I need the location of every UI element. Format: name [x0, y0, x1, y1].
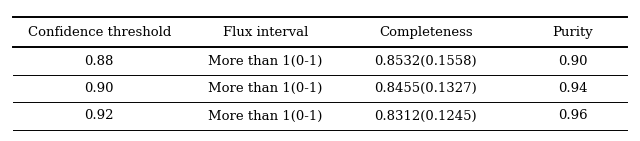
Text: 0.88: 0.88: [84, 55, 114, 68]
Text: 0.94: 0.94: [558, 82, 588, 95]
Text: More than 1(0-1): More than 1(0-1): [209, 82, 323, 95]
Text: 0.8312(0.1245): 0.8312(0.1245): [374, 110, 477, 123]
Text: More than 1(0-1): More than 1(0-1): [209, 55, 323, 68]
Text: 0.90: 0.90: [558, 55, 588, 68]
Text: 0.8532(0.1558): 0.8532(0.1558): [374, 55, 477, 68]
Text: 0.96: 0.96: [558, 110, 588, 123]
Text: 0.90: 0.90: [84, 82, 114, 95]
Text: 0.8455(0.1327): 0.8455(0.1327): [374, 82, 477, 95]
Text: 0.92: 0.92: [84, 110, 114, 123]
Text: More than 1(0-1): More than 1(0-1): [209, 110, 323, 123]
Text: Confidence threshold: Confidence threshold: [28, 26, 171, 39]
Text: Completeness: Completeness: [379, 26, 472, 39]
Text: Purity: Purity: [552, 26, 593, 39]
Text: Flux interval: Flux interval: [223, 26, 308, 39]
